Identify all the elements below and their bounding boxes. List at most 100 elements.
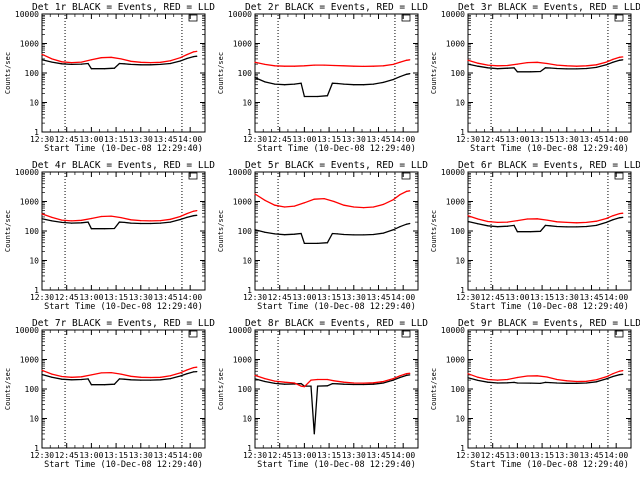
data-point-events [150,379,152,381]
data-point-lld [622,56,624,58]
y-tick-label: 1000 [446,356,465,365]
series-line-lld [254,372,410,388]
data-point-events [618,374,621,376]
data-point-lld [303,65,305,67]
data-point-lld [566,221,568,224]
data-point-events [150,222,152,225]
data-point-lld [323,64,325,66]
series-line-events [254,73,410,98]
chart-title: Det 5r BLACK = Events, RED = LLD [245,160,428,171]
data-point-lld [293,65,296,67]
data-point-lld [622,370,624,372]
data-point-lld [506,64,509,67]
data-point-events [595,224,598,226]
data-point-lld [536,218,538,220]
data-point-events [595,66,598,68]
data-point-events [497,68,499,70]
x-axis-label: Start Time (10-Dec-08 12:29:40) [257,302,416,312]
data-point-events [477,65,479,67]
data-point-lld [526,62,528,64]
y-axis-label: Counts/sec [217,52,225,94]
data-point-events [516,231,518,233]
data-point-events [274,83,276,85]
data-point-lld [618,370,621,372]
data-point-lld [405,59,408,61]
data-point-lld [179,57,181,59]
data-point-lld [192,51,195,53]
chart-panel: Det 8r BLACK = Events, RED = LLD 1 10 100 10… [217,318,428,470]
plot-frame [467,329,632,449]
chart-panel: Det 3r BLACK = Events, RED = LLD 1 10 100 10… [430,2,640,154]
data-point-events [467,377,469,379]
data-point-lld [41,369,43,371]
data-point-lld [150,220,152,222]
data-point-events [392,229,394,231]
data-point-events [363,383,365,386]
data-point-events [585,67,588,70]
data-point-events [90,228,92,230]
data-point-lld [605,376,607,378]
data-point-lld [487,378,489,381]
data-point-lld [150,62,152,64]
data-point-lld [536,61,538,63]
data-point-lld [333,64,335,67]
data-point-lld [585,380,588,382]
flag-box [614,172,624,180]
data-point-events [382,232,385,234]
data-point-events [336,82,338,85]
data-point-lld [110,56,112,58]
data-point-events [179,218,181,221]
x-tick-label: 13:45 [153,451,177,460]
data-point-events [41,59,43,61]
data-point-events [87,221,89,223]
x-axis-label: Start Time (10-Dec-08 12:29:40) [257,460,416,470]
data-point-events [130,222,132,224]
y-tick-label: 1000 [233,198,252,207]
data-point-events [254,378,256,380]
data-point-events [331,232,333,235]
data-point-lld [313,64,315,66]
data-point-events [576,68,578,70]
data-point-lld [179,215,181,218]
data-point-lld [526,218,528,220]
data-point-events [71,63,73,66]
data-point-events [343,233,345,236]
y-tick-label: 1 [34,444,39,453]
data-point-lld [477,218,479,220]
data-point-events [192,371,195,373]
x-tick-label: 14:00 [178,135,202,144]
data-point-lld [467,373,469,375]
data-point-lld [382,380,385,383]
x-tick-label: 12:30 [456,135,480,144]
data-point-events [192,215,195,217]
x-axis-label: Start Time (10-Dec-08 12:29:40) [44,460,203,470]
data-point-events [618,217,621,219]
data-point-lld [90,59,92,61]
series-line-lld [41,366,197,379]
data-point-lld [497,221,499,224]
data-point-events [284,383,286,385]
data-point-lld [556,221,558,223]
x-tick-label: 12:45 [481,293,505,302]
data-point-events [61,378,63,380]
data-point-events [566,68,568,70]
data-point-events [487,225,489,227]
x-tick-label: 13:00 [79,135,103,144]
data-point-events [80,63,83,65]
y-tick-label: 10 [29,415,39,424]
data-point-lld [120,58,122,60]
data-point-lld [110,371,112,374]
y-tick-label: 1000 [446,40,465,49]
y-tick-label: 1000 [233,40,252,49]
data-point-lld [120,216,122,219]
flag-box [188,172,198,180]
flag-box [401,14,411,22]
x-tick-label: 12:45 [268,135,292,144]
data-point-events [186,373,188,375]
data-point-lld [622,212,624,214]
data-point-lld [405,373,408,375]
data-point-lld [264,63,266,66]
data-point-lld [293,382,296,384]
y-tick-label: 10 [242,257,252,266]
data-point-lld [274,204,276,206]
